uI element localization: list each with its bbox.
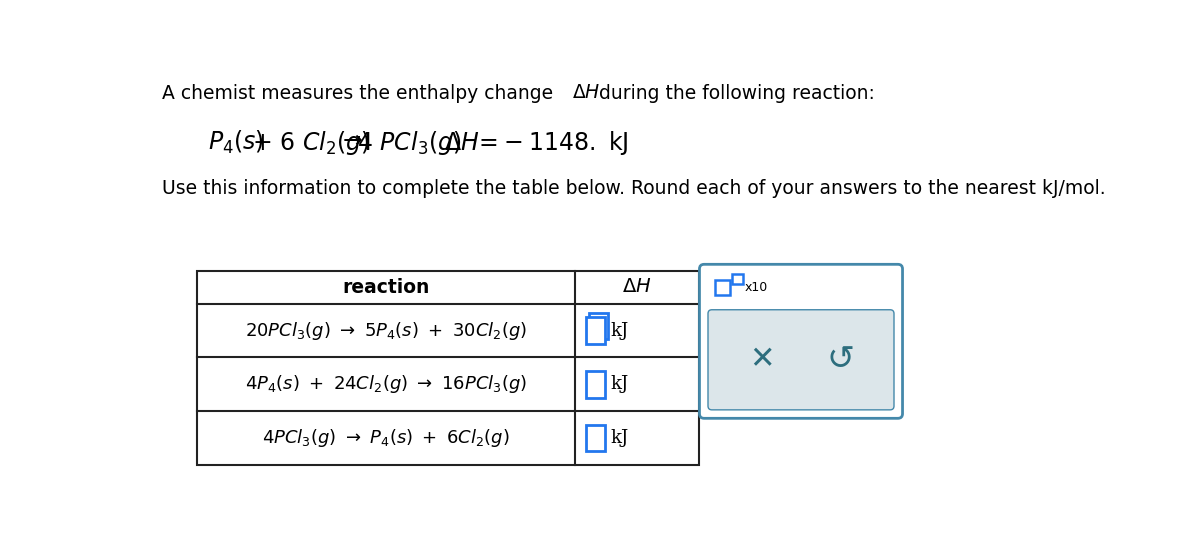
Text: $4\ \mathit{PCl_3(g)}$: $4\ \mathit{PCl_3(g)}$	[356, 129, 462, 157]
Text: during the following reaction:: during the following reaction:	[593, 84, 875, 103]
Bar	[589, 313, 608, 339]
Text: $4\mathit{PCl_3}(g)\ \rightarrow\ \mathit{P_4}(s)\ +\ 6\mathit{Cl_2}(g)$: $4\mathit{PCl_3}(g)\ \rightarrow\ \mathi…	[262, 427, 510, 449]
FancyBboxPatch shape	[708, 310, 894, 410]
Text: Use this information to complete the table below. Round each of your answers to : Use this information to complete the tab…	[162, 179, 1105, 198]
Text: x10: x10	[744, 281, 768, 294]
Text: kJ: kJ	[611, 321, 629, 339]
Bar	[715, 279, 731, 295]
Text: $\Delta H$: $\Delta H$	[622, 278, 652, 296]
Text: $4\mathit{P_4}(s)\ +\ 24\mathit{Cl_2}(g)\ \rightarrow\ 16\mathit{PCl_3}(g)$: $4\mathit{P_4}(s)\ +\ 24\mathit{Cl_2}(g)…	[245, 374, 527, 395]
Text: $20\mathit{PCl_3}(g)\ \rightarrow\ 5\mathit{P_4}(s)\ +\ 30\mathit{Cl_2}(g)$: $20\mathit{PCl_3}(g)\ \rightarrow\ 5\mat…	[245, 320, 527, 342]
Bar	[197, 271, 698, 465]
Text: $+\ 6\ \mathit{Cl_2(g)}$: $+\ 6\ \mathit{Cl_2(g)}$	[252, 129, 370, 157]
Text: reaction: reaction	[342, 278, 430, 297]
Text: $\rightarrow$: $\rightarrow$	[338, 129, 364, 152]
Bar	[732, 273, 743, 284]
Text: ✕: ✕	[749, 346, 774, 374]
Text: $\Delta H$: $\Delta H$	[572, 84, 601, 102]
Text: kJ: kJ	[611, 430, 629, 447]
Text: $\mathit{P_4(s)}$: $\mathit{P_4(s)}$	[208, 129, 264, 156]
Bar	[587, 318, 605, 344]
Bar	[587, 371, 605, 398]
Text: $\Delta H\!=\!-1148.\ \mathrm{kJ}$: $\Delta H\!=\!-1148.\ \mathrm{kJ}$	[444, 129, 629, 157]
Bar	[587, 425, 605, 451]
FancyBboxPatch shape	[700, 264, 902, 418]
Text: ↺: ↺	[827, 343, 854, 376]
Text: A chemist measures the enthalpy change: A chemist measures the enthalpy change	[162, 84, 559, 103]
Text: kJ: kJ	[611, 375, 629, 394]
